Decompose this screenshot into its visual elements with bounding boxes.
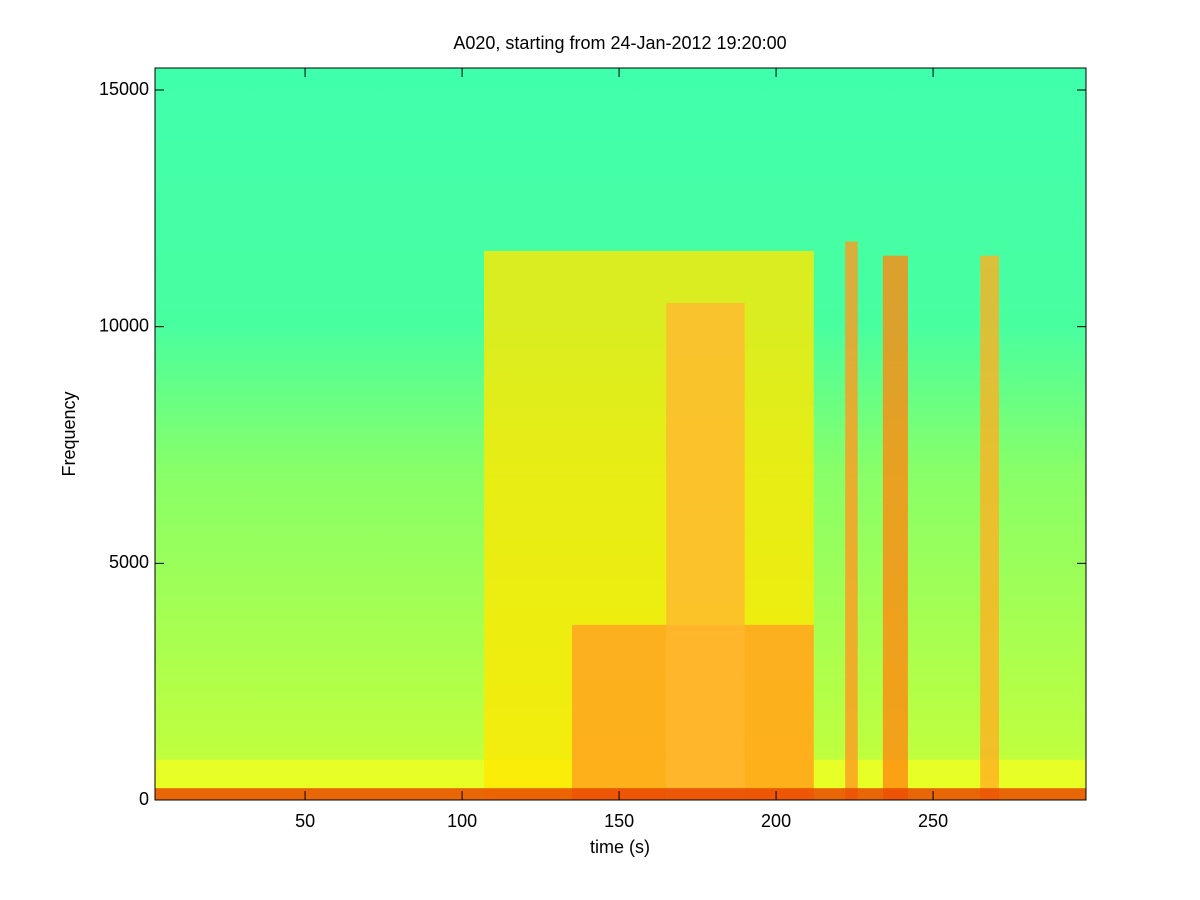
x-tick-label: 250 — [918, 811, 948, 831]
spectral-region — [980, 255, 1000, 801]
spectral-region — [155, 788, 1086, 800]
chart-title: A020, starting from 24-Jan-2012 19:20:00 — [453, 33, 786, 53]
x-tick-label: 100 — [447, 811, 477, 831]
y-tick-label: 15000 — [99, 79, 149, 99]
spectral-region — [882, 255, 908, 801]
x-tick-label: 200 — [761, 811, 791, 831]
y-tick-label: 10000 — [99, 315, 149, 335]
spectral-region — [666, 303, 745, 800]
y-axis-label: Frequency — [59, 391, 79, 476]
y-tick-label: 0 — [139, 789, 149, 809]
regions — [155, 241, 1086, 801]
x-axis-label: time (s) — [590, 837, 650, 857]
plot-frame — [154, 67, 1087, 801]
x-tick-label: 150 — [604, 811, 634, 831]
x-tick-label: 50 — [295, 811, 315, 831]
y-tick-label: 5000 — [109, 552, 149, 572]
spectral-region — [845, 241, 858, 800]
